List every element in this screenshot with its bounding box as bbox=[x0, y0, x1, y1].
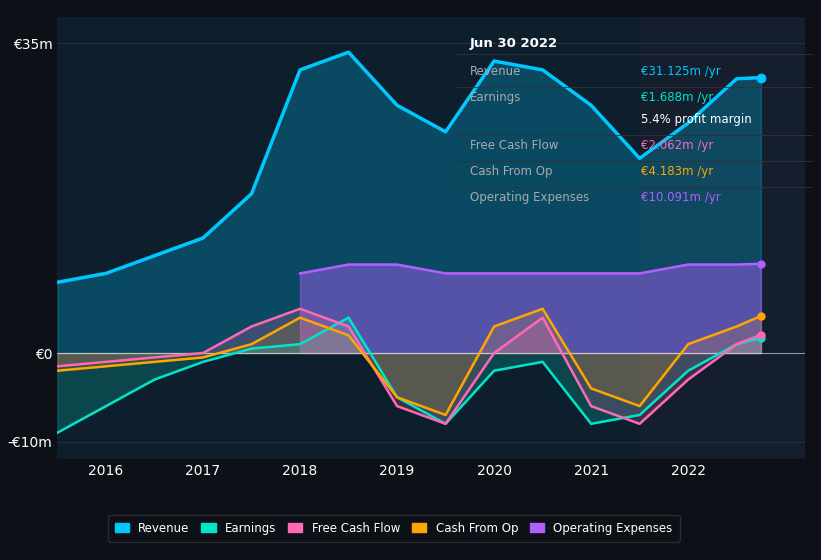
Text: Earnings: Earnings bbox=[470, 91, 521, 104]
Text: Free Cash Flow: Free Cash Flow bbox=[470, 139, 558, 152]
Text: €1.688m /yr: €1.688m /yr bbox=[641, 91, 713, 104]
Text: €31.125m /yr: €31.125m /yr bbox=[641, 65, 721, 78]
Text: Jun 30 2022: Jun 30 2022 bbox=[470, 37, 558, 50]
Text: Cash From Op: Cash From Op bbox=[470, 165, 553, 178]
Text: €10.091m /yr: €10.091m /yr bbox=[641, 190, 721, 204]
Bar bbox=[640, 17, 805, 459]
Legend: Revenue, Earnings, Free Cash Flow, Cash From Op, Operating Expenses: Revenue, Earnings, Free Cash Flow, Cash … bbox=[108, 515, 680, 542]
Text: Operating Expenses: Operating Expenses bbox=[470, 190, 589, 204]
Text: 5.4% profit margin: 5.4% profit margin bbox=[641, 113, 752, 126]
Text: €2.062m /yr: €2.062m /yr bbox=[641, 139, 713, 152]
Text: Revenue: Revenue bbox=[470, 65, 521, 78]
Text: €4.183m /yr: €4.183m /yr bbox=[641, 165, 713, 178]
